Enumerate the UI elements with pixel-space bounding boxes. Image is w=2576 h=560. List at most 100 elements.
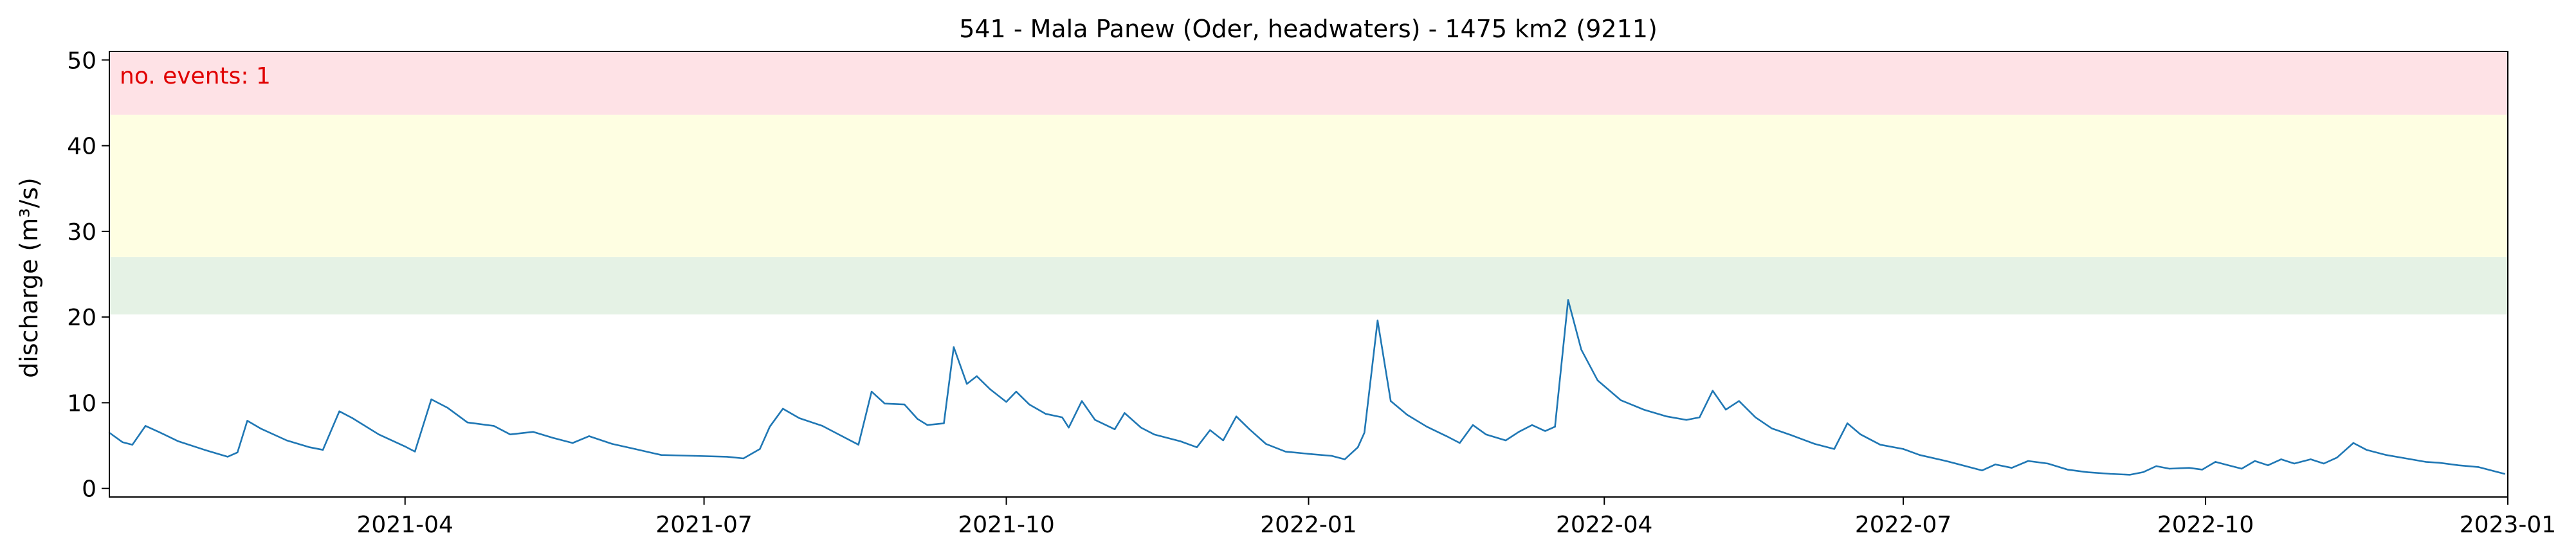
data-point-61 [1140,426,1142,429]
data-point-135 [2336,456,2338,458]
data-point-36 [781,408,784,410]
data-point-67 [1235,415,1238,417]
data-point-25 [552,437,554,439]
data-point-50 [989,388,991,390]
data-point-22 [493,425,495,427]
data-point-99 [1738,400,1740,402]
data-point-96 [1699,416,1701,419]
data-point-37 [798,417,800,419]
x-tick-label-2022-01: 2022-01 [1260,512,1357,538]
data-point-52 [1015,390,1018,393]
data-point-60 [1124,412,1126,414]
x-tick-label-2022-04: 2022-04 [1556,512,1652,538]
data-point-59 [1113,428,1116,430]
data-point-24 [532,431,534,433]
data-point-143 [2477,466,2480,468]
data-point-38 [821,425,823,427]
y-axis-label: discharge (m³/s) [15,177,43,378]
data-point-102 [1791,434,1793,437]
data-point-86 [1531,424,1533,426]
data-point-120 [2129,474,2131,476]
data-point-104 [1833,448,1836,450]
data-point-81 [1459,442,1461,444]
data-point-88 [1554,426,1556,428]
data-point-23 [509,433,511,435]
data-point-80 [1445,435,1448,437]
data-point-63 [1180,440,1182,442]
data-point-48 [966,383,968,385]
data-point-83 [1485,433,1487,435]
data-point-144 [2497,471,2499,473]
data-point-119 [2109,473,2112,475]
data-point-141 [2438,462,2440,464]
data-point-114 [2011,467,2013,469]
data-point-20 [446,407,449,409]
data-point-109 [1919,454,1921,456]
data-point-35 [769,426,771,428]
data-point-33 [742,457,745,460]
data-point-77 [1390,400,1392,402]
data-point-103 [1813,443,1816,445]
data-point-4 [158,431,160,433]
data-point-79 [1426,426,1428,428]
data-point-1 [122,441,123,443]
data-point-122 [2155,465,2157,467]
data-point-74 [1357,446,1359,448]
data-point-97 [1712,390,1714,392]
data-point-34 [759,448,761,450]
data-point-26 [572,442,574,444]
data-point-41 [870,390,873,393]
y-tick-label-10: 10 [67,390,96,417]
y-tick-label-0: 0 [82,476,96,503]
threshold-band-2 [109,114,2508,257]
data-point-75 [1364,431,1366,434]
data-point-73 [1344,458,1346,460]
data-point-51 [1005,401,1007,403]
data-point-112 [1981,469,1983,471]
data-point-28 [611,443,613,445]
data-point-129 [2254,460,2256,462]
x-tick-label-2021-04: 2021-04 [357,512,453,538]
data-point-8 [237,451,239,453]
data-point-17 [404,446,406,447]
y-tick-label-30: 30 [67,219,96,246]
data-point-11 [286,439,288,442]
data-point-14 [338,410,340,412]
data-point-139 [2405,457,2407,460]
data-point-128 [2241,467,2243,470]
data-point-107 [1879,444,1881,446]
data-point-62 [1153,433,1155,435]
data-point-93 [1643,408,1645,411]
data-point-145 [2503,473,2506,475]
data-point-19 [430,398,432,401]
data-point-32 [726,456,728,458]
discharge-line [109,299,2505,476]
data-point-49 [976,375,978,377]
data-point-6 [203,449,206,451]
threshold-band-3 [109,51,2508,115]
data-point-40 [857,444,859,446]
data-point-5 [178,440,179,442]
data-point-42 [884,402,886,404]
data-point-12 [309,446,311,448]
data-point-21 [466,421,468,424]
data-point-121 [2142,471,2144,473]
data-point-54 [1045,413,1047,415]
data-point-9 [246,420,248,422]
data-point-64 [1196,446,1198,448]
data-point-118 [2086,471,2088,473]
data-point-57 [1081,400,1083,402]
data-point-136 [2352,442,2355,444]
events-annotation: no. events: 1 [120,63,271,89]
data-point-3 [144,425,147,427]
data-point-116 [2047,462,2049,465]
data-point-125 [2201,469,2204,471]
data-point-44 [917,418,918,420]
data-point-100 [1755,416,1757,419]
data-point-123 [2168,467,2171,470]
data-point-117 [2067,469,2069,471]
data-point-46 [943,422,945,424]
data-point-82 [1472,424,1474,426]
data-point-72 [1331,455,1333,457]
